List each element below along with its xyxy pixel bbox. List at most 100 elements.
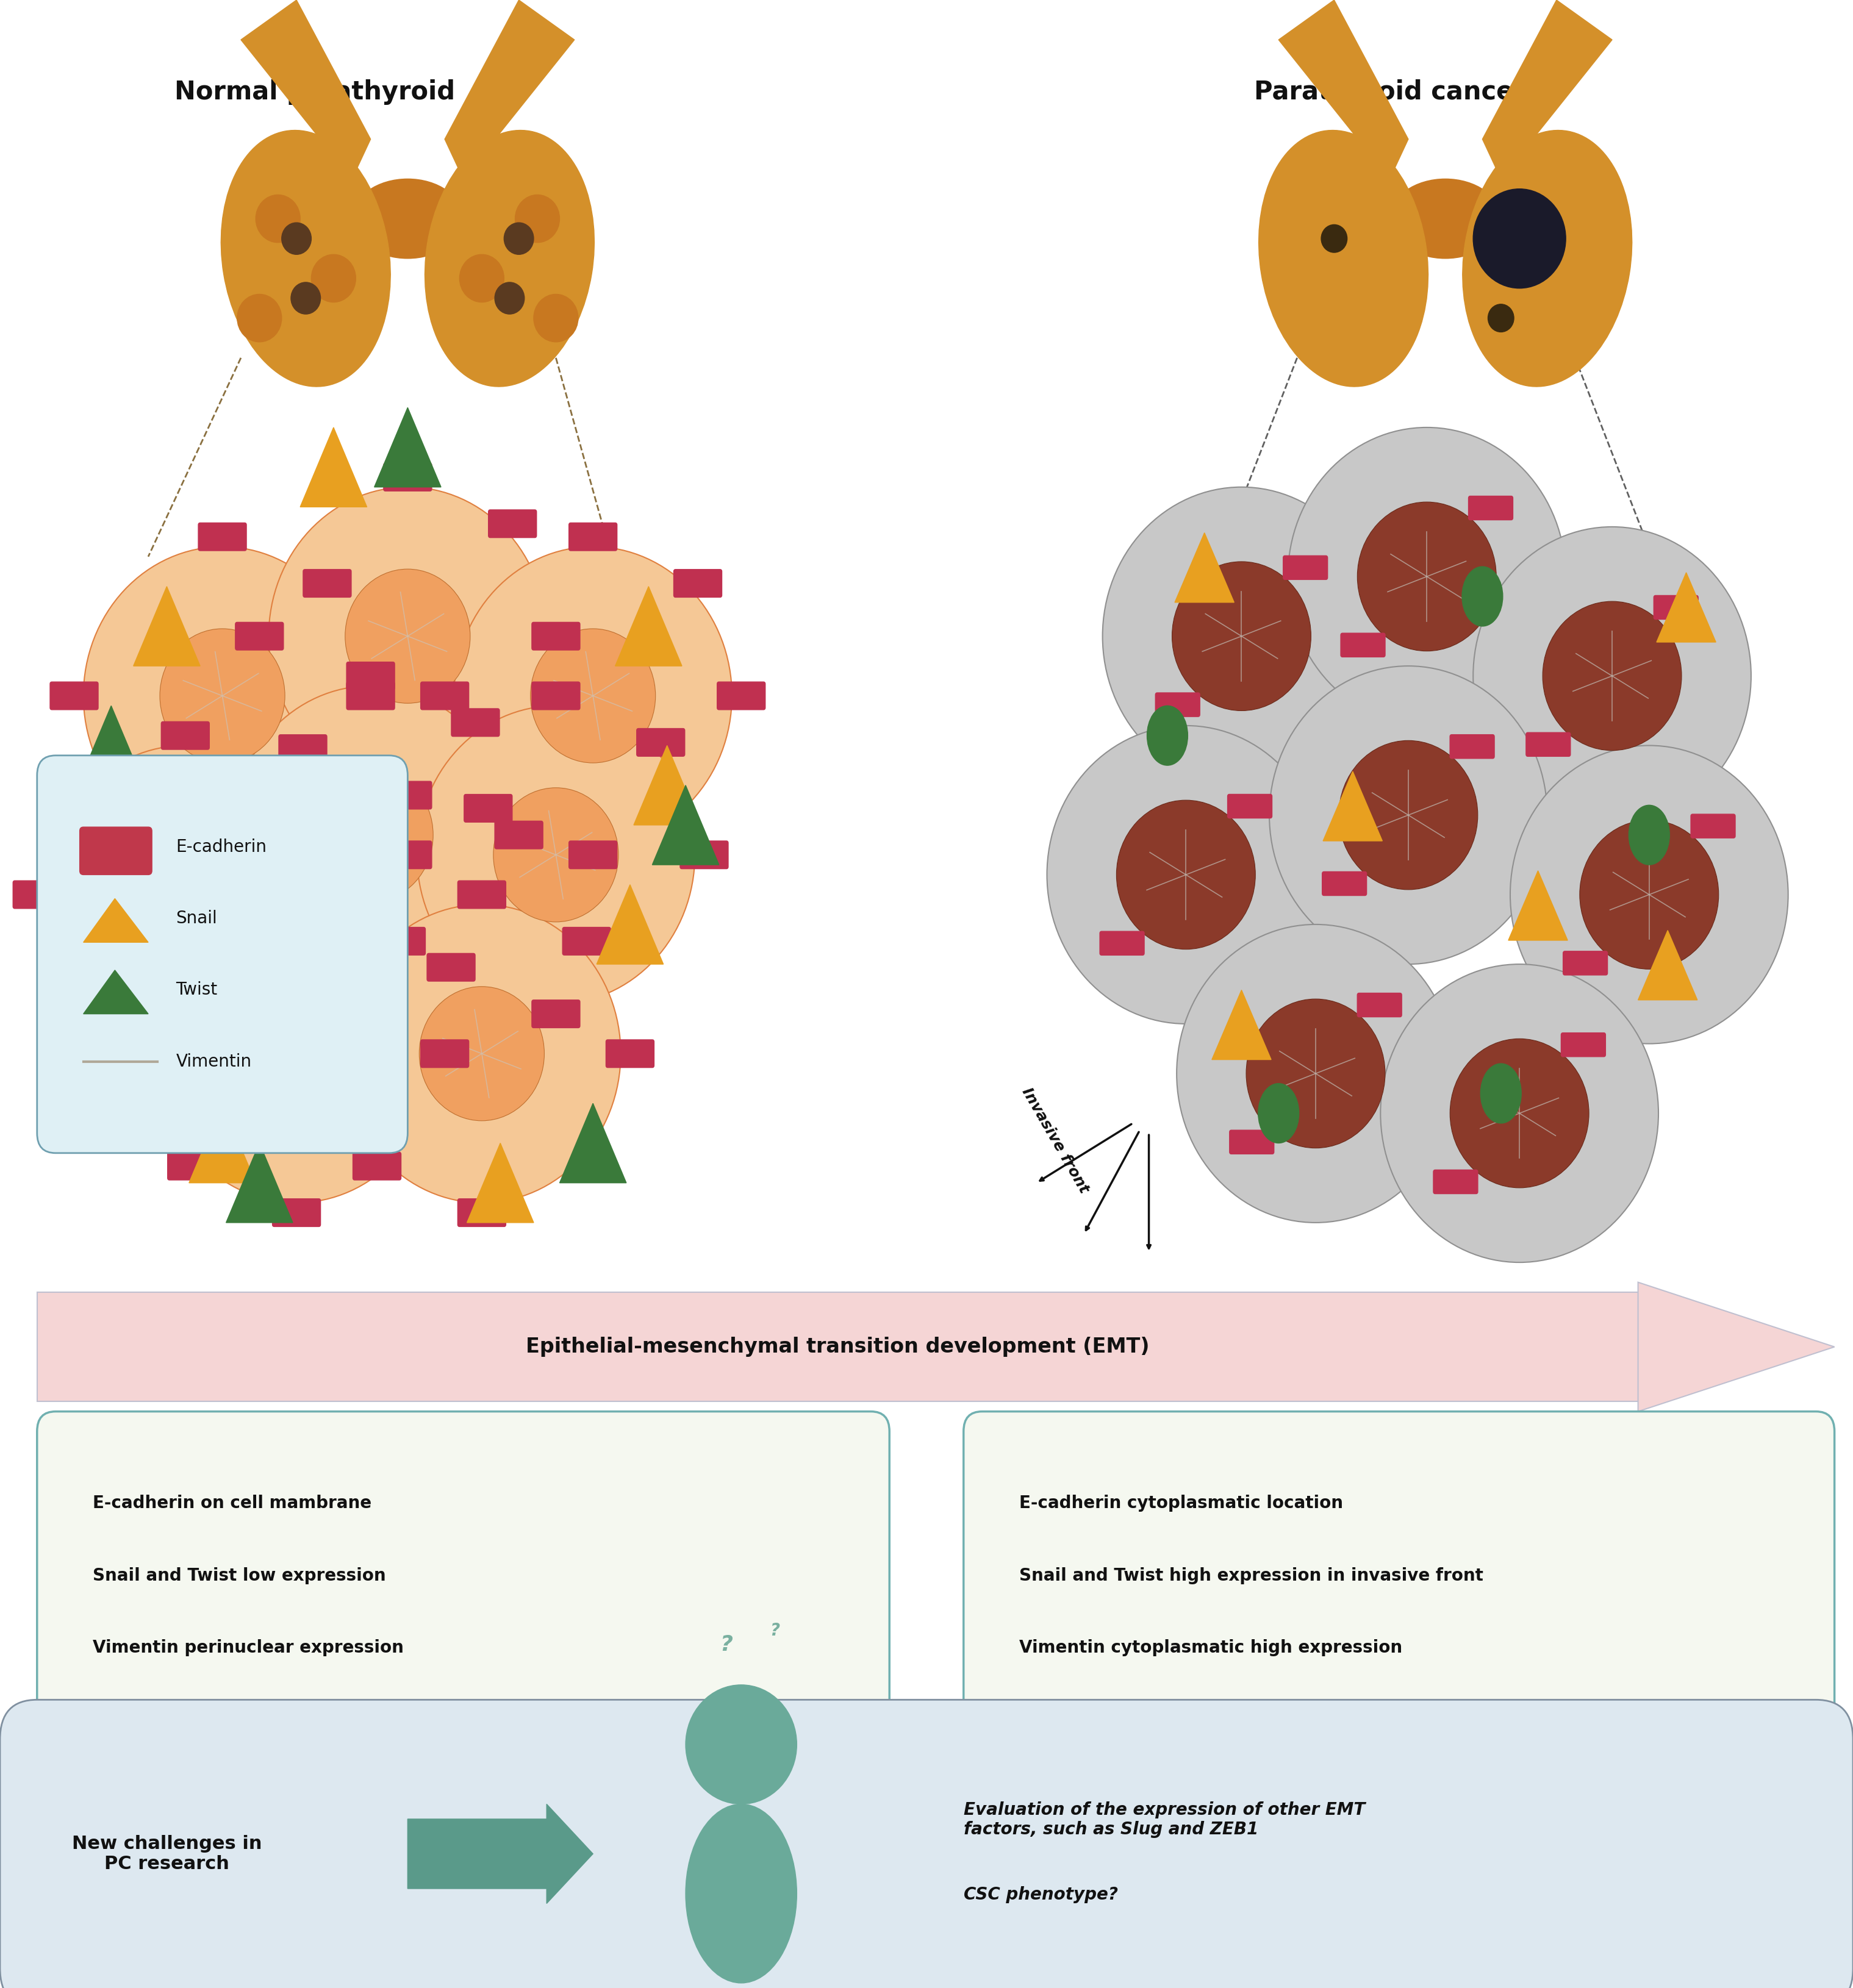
Ellipse shape bbox=[1481, 1064, 1521, 1123]
Text: Snail and Twist low expression: Snail and Twist low expression bbox=[93, 1567, 385, 1584]
Polygon shape bbox=[445, 0, 574, 179]
Circle shape bbox=[686, 1686, 797, 1805]
Text: CSC phenotype?: CSC phenotype? bbox=[964, 1887, 1117, 1903]
FancyBboxPatch shape bbox=[1527, 732, 1571, 755]
FancyBboxPatch shape bbox=[717, 682, 765, 710]
Circle shape bbox=[1473, 189, 1566, 288]
Circle shape bbox=[504, 223, 534, 254]
FancyArrow shape bbox=[408, 1805, 593, 1905]
FancyBboxPatch shape bbox=[267, 767, 315, 795]
FancyBboxPatch shape bbox=[1227, 795, 1271, 819]
Text: Epithelial-mesenchymal transition development (EMT): Epithelial-mesenchymal transition develo… bbox=[526, 1336, 1149, 1358]
FancyBboxPatch shape bbox=[1282, 557, 1327, 580]
FancyBboxPatch shape bbox=[384, 841, 432, 869]
Polygon shape bbox=[300, 427, 367, 507]
Polygon shape bbox=[78, 706, 145, 785]
Text: Snail and Twist high expression in invasive front: Snail and Twist high expression in invas… bbox=[1019, 1567, 1482, 1584]
Circle shape bbox=[1542, 602, 1683, 751]
Ellipse shape bbox=[1390, 179, 1501, 258]
FancyBboxPatch shape bbox=[278, 736, 326, 763]
FancyBboxPatch shape bbox=[532, 682, 580, 710]
Text: New challenges in
PC research: New challenges in PC research bbox=[72, 1835, 261, 1873]
FancyBboxPatch shape bbox=[198, 821, 246, 849]
Circle shape bbox=[308, 767, 434, 903]
Polygon shape bbox=[1482, 0, 1612, 179]
FancyBboxPatch shape bbox=[1323, 871, 1368, 895]
Text: Twist: Twist bbox=[176, 982, 217, 998]
Circle shape bbox=[1380, 964, 1658, 1262]
Circle shape bbox=[256, 195, 300, 243]
FancyBboxPatch shape bbox=[161, 722, 209, 749]
Text: Snail: Snail bbox=[176, 911, 217, 926]
Polygon shape bbox=[1212, 990, 1271, 1060]
Circle shape bbox=[1510, 746, 1788, 1044]
Polygon shape bbox=[1175, 533, 1234, 602]
FancyBboxPatch shape bbox=[347, 662, 395, 690]
Polygon shape bbox=[1638, 930, 1697, 1000]
Polygon shape bbox=[652, 785, 719, 865]
FancyBboxPatch shape bbox=[0, 1700, 1853, 1988]
FancyBboxPatch shape bbox=[347, 682, 395, 710]
Circle shape bbox=[1103, 487, 1380, 785]
Polygon shape bbox=[83, 970, 148, 1014]
Circle shape bbox=[1356, 503, 1497, 652]
Text: E-cadherin cytoplasmatic location: E-cadherin cytoplasmatic location bbox=[1019, 1495, 1343, 1513]
FancyBboxPatch shape bbox=[532, 622, 580, 650]
FancyBboxPatch shape bbox=[637, 728, 686, 755]
Circle shape bbox=[460, 254, 504, 302]
Text: Vimentin perinuclear expression: Vimentin perinuclear expression bbox=[93, 1638, 404, 1656]
FancyBboxPatch shape bbox=[235, 622, 284, 650]
Polygon shape bbox=[1508, 871, 1568, 940]
FancyBboxPatch shape bbox=[1564, 950, 1608, 974]
FancyBboxPatch shape bbox=[37, 1411, 889, 1740]
FancyBboxPatch shape bbox=[93, 795, 141, 823]
Ellipse shape bbox=[1258, 1083, 1299, 1143]
Circle shape bbox=[493, 787, 619, 922]
Circle shape bbox=[495, 282, 524, 314]
Polygon shape bbox=[1638, 1282, 1834, 1411]
Circle shape bbox=[1245, 1000, 1386, 1149]
FancyBboxPatch shape bbox=[37, 755, 408, 1153]
FancyBboxPatch shape bbox=[1230, 1129, 1275, 1153]
FancyBboxPatch shape bbox=[1449, 736, 1494, 759]
FancyBboxPatch shape bbox=[50, 682, 98, 710]
Circle shape bbox=[269, 487, 547, 785]
Text: Normal parathyroid: Normal parathyroid bbox=[174, 80, 456, 105]
Polygon shape bbox=[226, 1143, 293, 1223]
FancyBboxPatch shape bbox=[964, 1411, 1834, 1740]
FancyBboxPatch shape bbox=[1690, 815, 1734, 839]
FancyBboxPatch shape bbox=[1156, 692, 1201, 716]
FancyBboxPatch shape bbox=[458, 1199, 506, 1227]
Polygon shape bbox=[615, 586, 682, 666]
FancyBboxPatch shape bbox=[37, 1292, 1638, 1402]
FancyBboxPatch shape bbox=[458, 881, 506, 909]
FancyBboxPatch shape bbox=[272, 881, 321, 909]
FancyBboxPatch shape bbox=[680, 841, 728, 869]
Circle shape bbox=[1473, 527, 1751, 825]
Polygon shape bbox=[1323, 771, 1382, 841]
Circle shape bbox=[1288, 427, 1566, 726]
FancyBboxPatch shape bbox=[1468, 497, 1512, 521]
Circle shape bbox=[343, 905, 621, 1203]
FancyBboxPatch shape bbox=[421, 682, 469, 710]
Polygon shape bbox=[115, 805, 182, 885]
Circle shape bbox=[1116, 801, 1254, 950]
FancyBboxPatch shape bbox=[80, 827, 152, 875]
Circle shape bbox=[83, 547, 361, 845]
Polygon shape bbox=[467, 1143, 534, 1223]
Circle shape bbox=[282, 223, 311, 254]
FancyBboxPatch shape bbox=[426, 954, 474, 982]
Ellipse shape bbox=[1462, 567, 1503, 626]
Ellipse shape bbox=[1258, 131, 1429, 386]
FancyBboxPatch shape bbox=[309, 881, 358, 909]
Polygon shape bbox=[1279, 0, 1408, 179]
Polygon shape bbox=[115, 984, 182, 1064]
FancyBboxPatch shape bbox=[13, 881, 61, 909]
Text: Invasive front: Invasive front bbox=[1019, 1085, 1091, 1197]
Circle shape bbox=[419, 986, 545, 1121]
Circle shape bbox=[233, 986, 359, 1121]
FancyBboxPatch shape bbox=[495, 821, 543, 849]
FancyBboxPatch shape bbox=[241, 934, 289, 962]
Circle shape bbox=[515, 195, 560, 243]
FancyBboxPatch shape bbox=[1560, 1034, 1605, 1058]
